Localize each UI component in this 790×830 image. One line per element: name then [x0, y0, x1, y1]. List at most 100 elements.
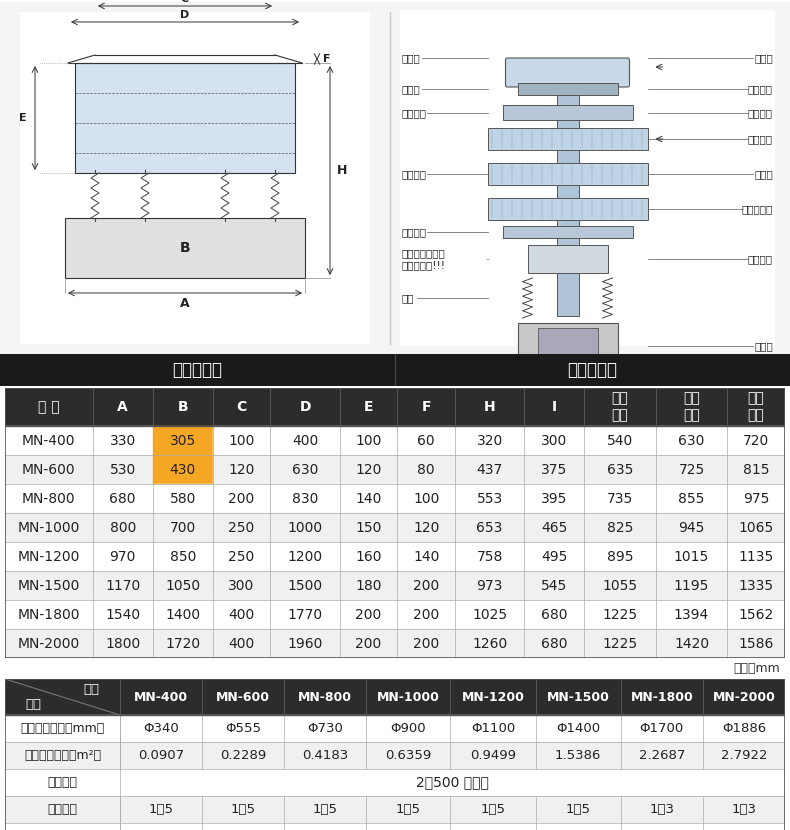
Text: Φ1886: Φ1886	[722, 722, 766, 735]
Bar	[20, 12, 370, 344]
Bar	[656, 513, 728, 542]
Text: H: H	[483, 400, 495, 414]
Bar	[537, 328, 597, 363]
Bar	[5, 426, 92, 455]
Text: 1～3: 1～3	[649, 803, 675, 816]
Bar	[395, 354, 790, 386]
Bar	[92, 513, 152, 542]
Bar	[728, 426, 785, 455]
Text: 电动机: 电动机	[754, 341, 773, 351]
Bar	[656, 600, 728, 629]
Bar	[728, 542, 785, 571]
Text: B: B	[178, 400, 188, 414]
Bar	[152, 388, 213, 426]
Bar	[340, 600, 397, 629]
Text: 1～5: 1～5	[149, 803, 174, 816]
Text: 800: 800	[110, 520, 136, 535]
Text: Φ555: Φ555	[225, 722, 261, 735]
Text: Φ1400: Φ1400	[556, 722, 600, 735]
Text: MN-1800: MN-1800	[17, 608, 80, 622]
Bar	[455, 513, 525, 542]
Text: 855: 855	[679, 491, 705, 505]
Bar	[5, 513, 92, 542]
Text: 973: 973	[476, 579, 502, 593]
Bar	[517, 83, 618, 95]
Text: MN-2000: MN-2000	[17, 637, 80, 651]
Bar	[270, 455, 340, 484]
Text: 0.0907: 0.0907	[138, 749, 184, 762]
Text: 680: 680	[110, 491, 136, 505]
Bar	[213, 600, 270, 629]
Bar	[556, 90, 578, 316]
Text: 530: 530	[110, 462, 136, 476]
Text: 0.6359: 0.6359	[386, 749, 431, 762]
Text: E: E	[19, 113, 27, 123]
Bar	[213, 629, 270, 658]
Text: D: D	[299, 400, 310, 414]
Bar	[525, 600, 585, 629]
Text: 680: 680	[541, 637, 567, 651]
Text: MN-1200: MN-1200	[17, 549, 80, 564]
Text: B: B	[179, 241, 190, 255]
Text: 300: 300	[541, 433, 567, 447]
Text: 上部重锤: 上部重锤	[748, 254, 773, 264]
Text: 200: 200	[413, 608, 439, 622]
Bar	[5, 455, 92, 484]
Bar	[340, 542, 397, 571]
Text: 1420: 1420	[674, 637, 709, 651]
Bar	[728, 600, 785, 629]
Text: 1394: 1394	[674, 608, 709, 622]
Text: MN-1200: MN-1200	[461, 691, 525, 704]
Bar	[397, 542, 455, 571]
Bar	[397, 426, 455, 455]
Text: 1～5: 1～5	[566, 803, 591, 816]
Text: 375: 375	[541, 462, 567, 476]
Text: MN-1500: MN-1500	[17, 579, 80, 593]
Bar	[455, 600, 525, 629]
Text: 防尘盖: 防尘盖	[402, 53, 421, 63]
Bar	[152, 600, 213, 629]
Bar	[400, 10, 775, 346]
Text: 635: 635	[607, 462, 634, 476]
Bar	[525, 542, 585, 571]
Bar	[5, 484, 92, 513]
Bar	[525, 426, 585, 455]
Text: 1050: 1050	[165, 579, 200, 593]
Bar	[585, 542, 656, 571]
Text: 653: 653	[476, 520, 502, 535]
Text: E: E	[363, 400, 373, 414]
Text: 1～5: 1～5	[396, 803, 421, 816]
Bar	[656, 629, 728, 658]
Text: 120: 120	[413, 520, 439, 535]
Text: MN-400: MN-400	[134, 691, 188, 704]
Text: 545: 545	[541, 579, 567, 593]
Bar	[5, 742, 785, 769]
Bar	[5, 679, 785, 715]
Text: 540: 540	[607, 433, 633, 447]
Bar	[656, 455, 728, 484]
Bar	[270, 542, 340, 571]
Bar	[75, 63, 295, 173]
Text: 120: 120	[356, 462, 382, 476]
Text: 395: 395	[541, 491, 567, 505]
Text: 725: 725	[679, 462, 705, 476]
Bar	[656, 571, 728, 600]
Text: 弹簧: 弹簧	[402, 293, 415, 303]
Bar	[455, 484, 525, 513]
Bar	[525, 629, 585, 658]
Text: 三层
高度: 三层 高度	[748, 392, 765, 422]
Bar	[517, 323, 618, 368]
Text: 735: 735	[607, 491, 633, 505]
Bar	[397, 600, 455, 629]
Text: C: C	[236, 400, 246, 414]
Text: 辅助筛网: 辅助筛网	[748, 108, 773, 118]
Text: 1770: 1770	[288, 608, 322, 622]
Text: 400: 400	[228, 637, 254, 651]
Text: 有效筛分面积（m²）: 有效筛分面积（m²）	[24, 749, 101, 762]
Bar	[397, 571, 455, 600]
Text: 1800: 1800	[105, 637, 141, 651]
Text: 1135: 1135	[739, 549, 773, 564]
Bar	[152, 455, 213, 484]
Text: 437: 437	[476, 462, 502, 476]
Text: 辅助筛网: 辅助筛网	[748, 84, 773, 94]
